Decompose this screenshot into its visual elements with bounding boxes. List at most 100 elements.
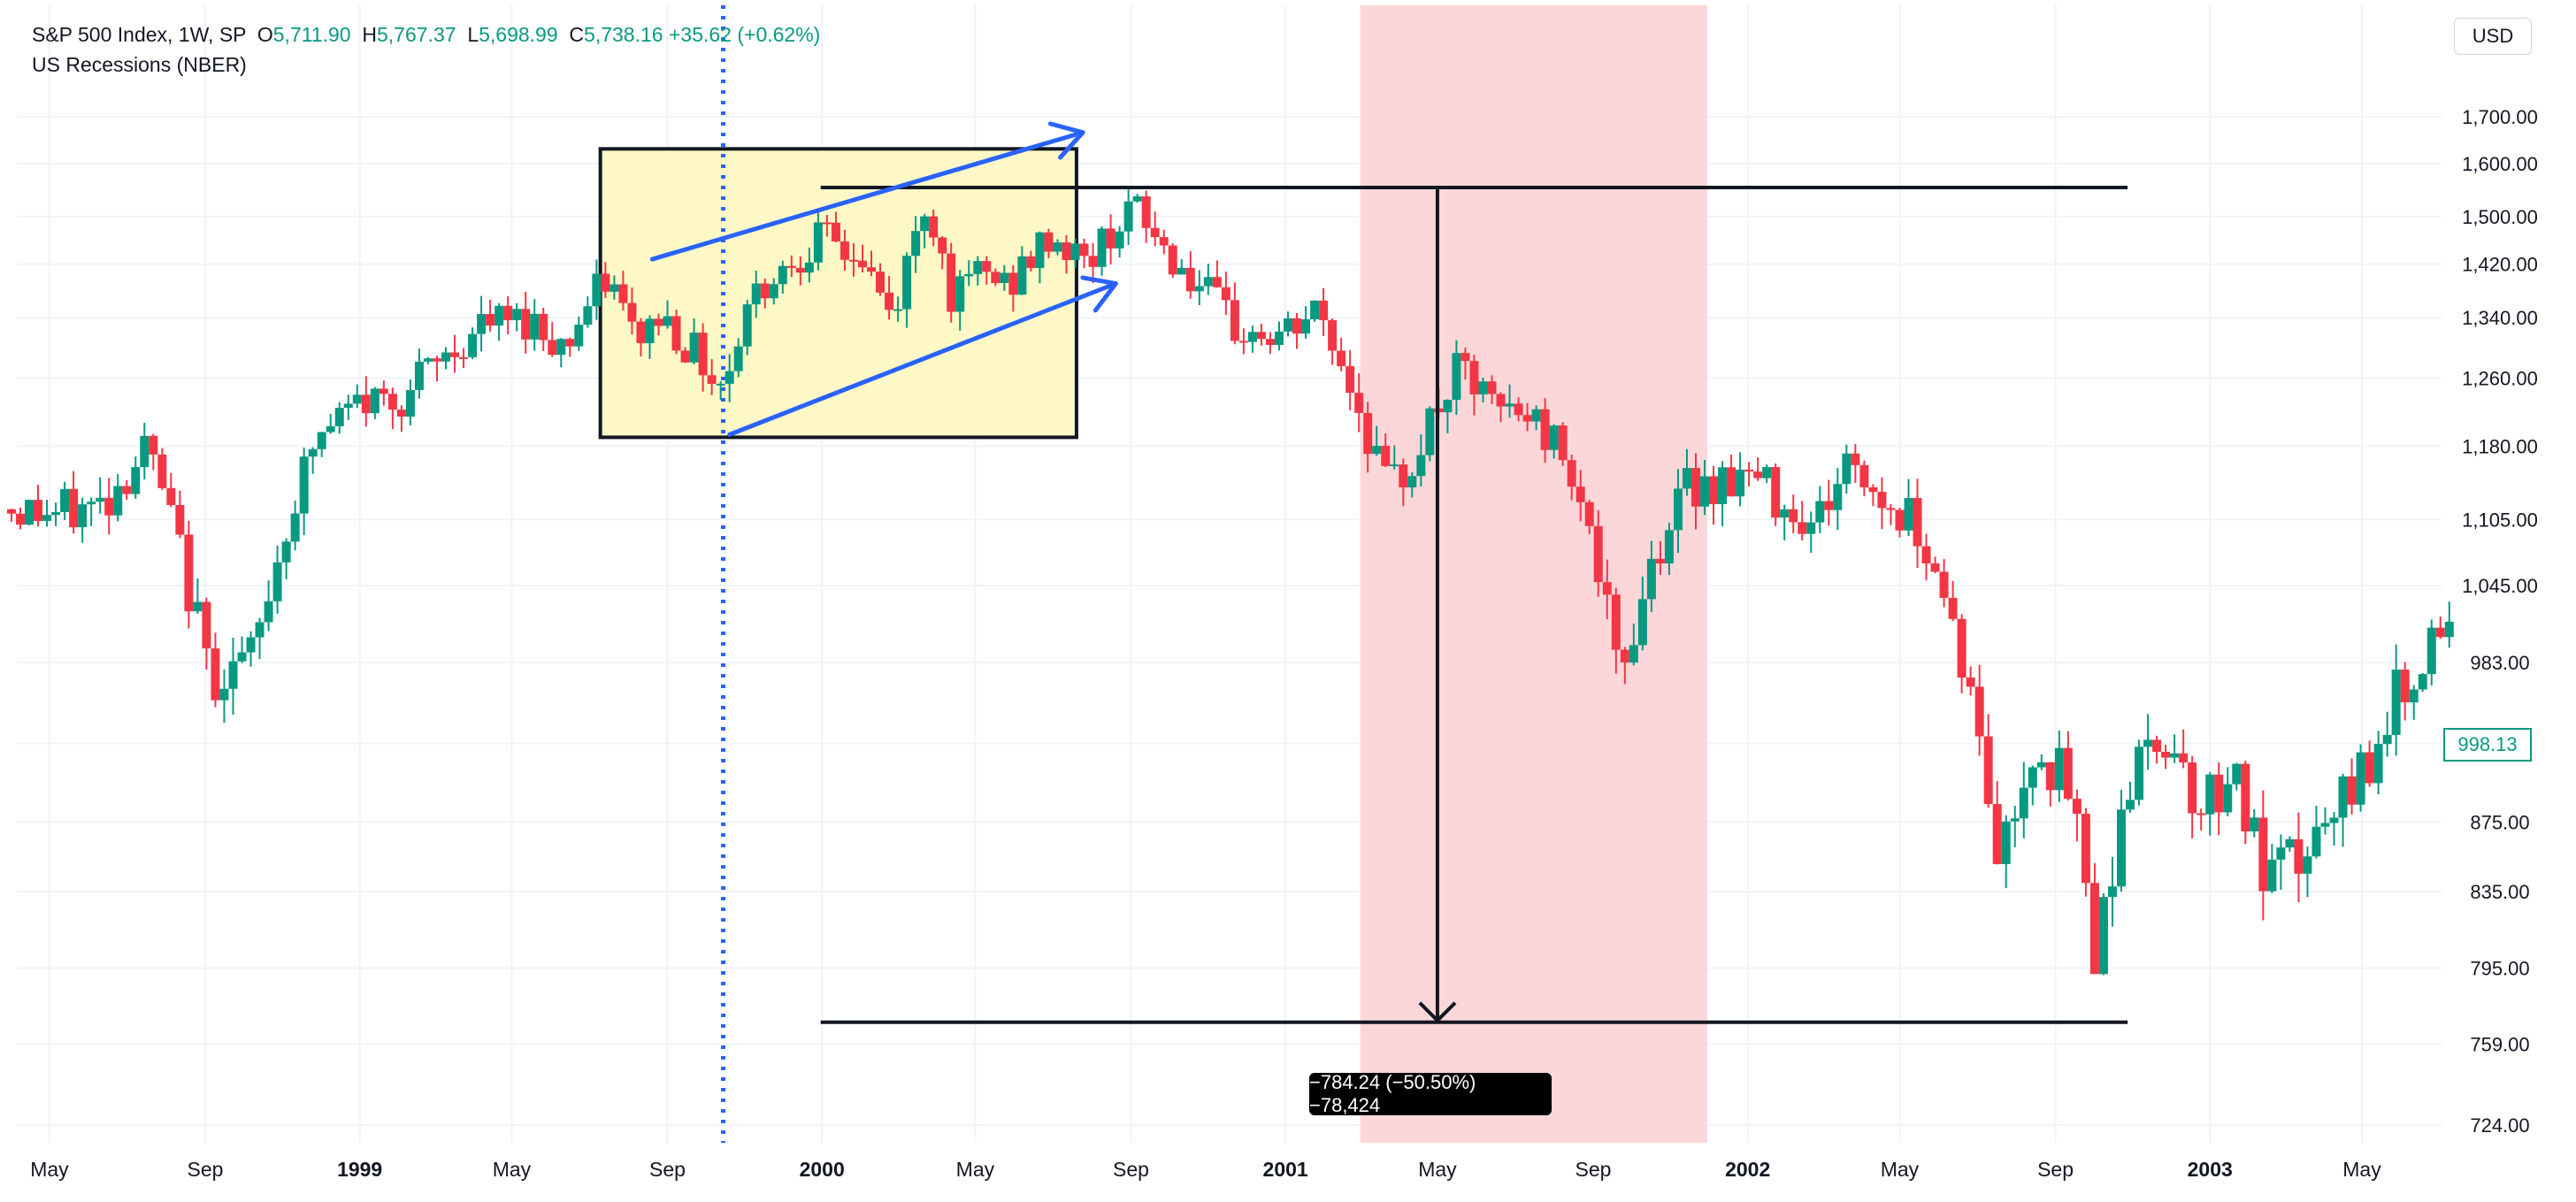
candle (1416, 434, 1426, 486)
high-label: H (362, 23, 377, 46)
price-tick-label: 875.00 (2470, 811, 2529, 833)
price-tick-label: 835.00 (2470, 881, 2529, 903)
candle (184, 520, 194, 629)
candle (2045, 762, 2055, 807)
candle (60, 481, 70, 520)
candle (1983, 714, 1993, 808)
symbol-label[interactable]: S&P 500 Index, 1W, SP (32, 23, 247, 46)
candle (1185, 251, 1195, 299)
candle (2320, 807, 2330, 835)
candle (1611, 587, 1621, 674)
candle (459, 348, 469, 368)
candle (1558, 422, 1568, 466)
candle (432, 356, 441, 382)
candle (1842, 444, 1852, 494)
candle (2135, 739, 2144, 806)
lower-trend-arrow[interactable] (727, 275, 1118, 437)
candle (2098, 893, 2108, 976)
candle (1460, 347, 1470, 380)
candle (1966, 666, 1975, 696)
indicator-label[interactable]: US Recessions (NBER) (32, 53, 247, 76)
candle (1238, 328, 1248, 355)
candle (211, 632, 220, 708)
candle (2143, 714, 2153, 770)
consolidation-box[interactable] (598, 147, 1078, 440)
candle (1194, 270, 1204, 306)
candle (2036, 754, 2046, 770)
upper-trend-arrow[interactable] (649, 121, 1085, 262)
price-tick-label: 1,600.00 (2462, 153, 2538, 175)
time-axis[interactable]: May Sep 1999 May Sep 2000 May Sep 2001 May Sep 2002… (30, 1158, 2381, 1181)
candle (680, 347, 690, 364)
candle (1709, 465, 1719, 525)
candle (893, 296, 903, 322)
candle (2435, 616, 2445, 639)
candle (1469, 355, 1479, 416)
drawings-layer[interactable] (649, 121, 2128, 1024)
candle (2126, 781, 2135, 813)
candle (2267, 844, 2277, 893)
currency-button[interactable]: USD (2454, 18, 2532, 55)
candle (929, 209, 939, 247)
candle (2382, 711, 2392, 757)
candle (2019, 762, 2028, 838)
candle (724, 354, 734, 402)
candle (1319, 287, 1329, 336)
candle (1904, 479, 1913, 537)
time-tick-label: Sep (1113, 1158, 1149, 1181)
candle (982, 256, 992, 285)
candle (1274, 321, 1284, 351)
candle (1212, 260, 1222, 288)
candle (1256, 324, 1266, 346)
candle (618, 271, 628, 311)
candle (822, 215, 832, 237)
candle (405, 379, 415, 425)
candle (503, 295, 513, 335)
candle (1425, 406, 1435, 462)
candle (2294, 812, 2304, 902)
candle (1292, 312, 1302, 349)
candle (1824, 479, 1834, 526)
candle (1443, 399, 1453, 434)
candle (2001, 815, 2011, 889)
close-value: 5,738.16 (584, 23, 663, 46)
candle (2329, 812, 2339, 846)
time-tick-label: Sep (1576, 1158, 1612, 1181)
candle (840, 229, 849, 272)
candle (991, 268, 1000, 287)
candle (1399, 458, 1408, 507)
candle (2107, 856, 2117, 927)
candle (1115, 226, 1124, 258)
price-tick-label: 983.00 (2470, 652, 2529, 674)
candle (1168, 242, 1177, 279)
candle (778, 260, 787, 294)
candle (848, 242, 858, 277)
candle (149, 433, 158, 471)
price-axis[interactable]: 1,700.00 1,600.00 1,500.00 1,420.00 1,340.00… (2462, 106, 2538, 1137)
candle (2152, 735, 2162, 764)
candle (1992, 781, 2002, 865)
candle (414, 348, 424, 399)
candle (1177, 258, 1186, 275)
candle (574, 316, 584, 351)
candle (423, 356, 433, 364)
candle (1452, 340, 1461, 416)
candle (530, 299, 540, 351)
candle (42, 500, 52, 527)
price-tick-label: 724.00 (2470, 1114, 2529, 1137)
candle (1682, 448, 1691, 496)
candle (1851, 444, 1860, 484)
candle (2241, 760, 2250, 845)
candle (477, 295, 487, 352)
candle (583, 296, 593, 328)
candle (1381, 433, 1391, 468)
candle (1868, 484, 1878, 507)
candle (1230, 282, 1239, 345)
candle (947, 242, 956, 323)
candle (760, 278, 770, 309)
candle (804, 247, 814, 283)
candle (1106, 214, 1116, 264)
candle (1718, 461, 1728, 527)
candle (87, 497, 96, 526)
